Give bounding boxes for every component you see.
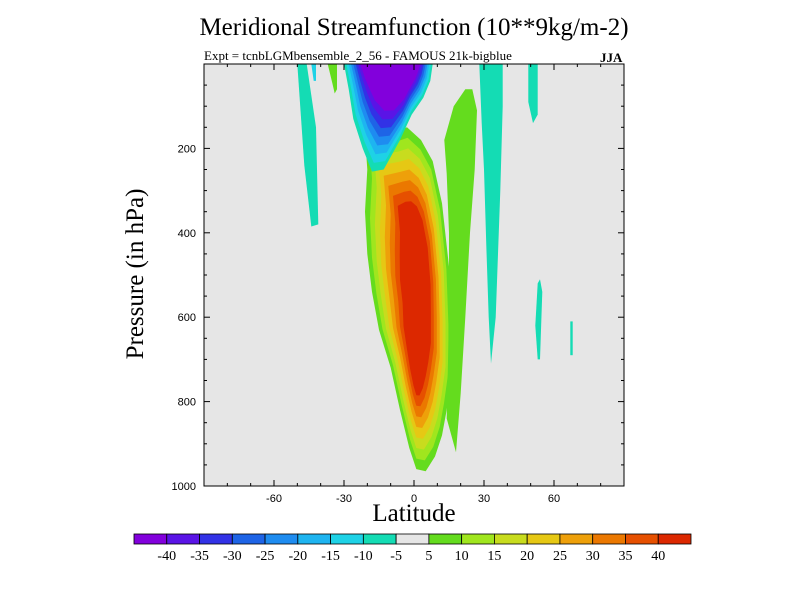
colorbar-label: 35 (618, 549, 632, 564)
northern-cyan-streak (528, 64, 538, 124)
colorbar: -40 -35 -30 -25 -20 -15 -10 -5 5 10 15 20 25 30 35 40 (133, 533, 692, 564)
colorbar-swatch (559, 533, 594, 545)
colorbar-label: 25 (553, 549, 567, 564)
colorbar-swatch (395, 533, 430, 545)
axis-ticks: -60 -30 0 30 60 200 400 600 800 1000 (172, 64, 624, 505)
northern-cyan-band (479, 64, 503, 364)
northern-cyan-small-2 (570, 321, 573, 356)
colorbar-label: -35 (190, 549, 209, 564)
colorbar-label: -30 (223, 549, 242, 564)
x-axis-title: Latitude (372, 500, 456, 527)
x-tick-label: 30 (478, 493, 490, 505)
colorbar-label: 10 (455, 549, 469, 564)
northern-green-band (444, 89, 477, 453)
y-tick-label: 200 (178, 143, 196, 155)
y-tick-label: 600 (178, 312, 196, 324)
colorbar-swatch (133, 533, 168, 545)
colorbar-swatch (625, 533, 659, 545)
colorbar-label: -15 (321, 549, 340, 564)
colorbar-swatch (330, 533, 364, 545)
colorbar-label: -5 (390, 549, 402, 564)
colorbar-swatch (494, 533, 528, 545)
colorbar-swatch (428, 533, 463, 545)
colorbar-label: 20 (520, 549, 534, 564)
hadley-cell-level-40 (397, 201, 431, 396)
colorbar-label: 5 (425, 549, 432, 564)
colorbar-swatch (526, 533, 561, 545)
southern-streak-green (327, 64, 337, 94)
southern-cell-level--40 (360, 64, 421, 111)
colorbar-swatch (461, 533, 495, 545)
colorbar-swatch (362, 533, 397, 545)
southern-streak-blue (311, 64, 316, 81)
southern-streak-cyan (297, 64, 319, 227)
contour-fill-group (297, 64, 573, 472)
colorbar-swatch (592, 533, 626, 545)
x-tick-label: -60 (266, 493, 282, 505)
colorbar-label: -40 (157, 549, 176, 564)
experiment-subtitle: Expt = tcnbLGMbensemble_2_56 - FAMOUS 21… (204, 48, 512, 63)
colorbar-label: 30 (586, 549, 600, 564)
y-tick-label: 1000 (172, 481, 196, 493)
colorbar-label: -20 (288, 549, 307, 564)
y-tick-label: 800 (178, 397, 196, 409)
x-tick-label: -30 (336, 493, 352, 505)
colorbar-swatch (199, 533, 233, 545)
colorbar-swatch (297, 533, 331, 545)
colorbar-label: 40 (651, 549, 665, 564)
colorbar-swatch (657, 533, 692, 545)
y-tick-label: 400 (178, 228, 196, 240)
colorbar-label: -25 (256, 549, 275, 564)
colorbar-label: 15 (487, 549, 501, 564)
season-label: JJA (600, 50, 623, 65)
colorbar-label: -10 (354, 549, 373, 564)
colorbar-swatch (166, 533, 200, 545)
chart-title: Meridional Streamfunction (10**9kg/m-2) (199, 14, 629, 41)
colorbar-swatch (264, 533, 299, 545)
northern-cyan-small-1 (535, 279, 543, 360)
x-tick-label: 0 (411, 493, 417, 505)
x-tick-label: 60 (548, 493, 560, 505)
colorbar-swatch (231, 533, 266, 545)
